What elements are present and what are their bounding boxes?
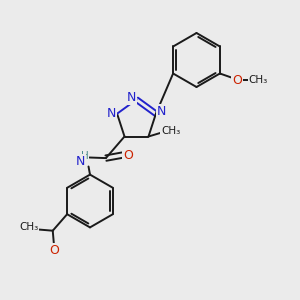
Text: O: O	[50, 244, 59, 257]
Text: N: N	[157, 105, 166, 119]
Text: H: H	[81, 151, 88, 161]
Text: CH₃: CH₃	[19, 222, 38, 233]
Text: CH₃: CH₃	[249, 75, 268, 85]
Text: N: N	[126, 91, 136, 104]
Text: N: N	[76, 154, 85, 168]
Text: O: O	[232, 74, 242, 87]
Text: O: O	[123, 148, 133, 162]
Text: N: N	[106, 107, 116, 120]
Text: H: H	[51, 250, 58, 260]
Text: CH₃: CH₃	[161, 126, 180, 136]
